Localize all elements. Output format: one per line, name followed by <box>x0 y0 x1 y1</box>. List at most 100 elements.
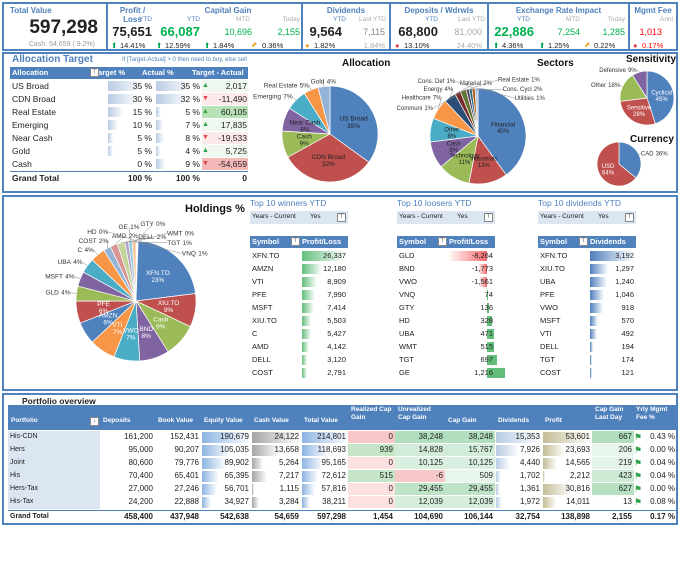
pie-label: GTY 0% <box>140 221 165 228</box>
table-title: Top 10 dividends YTD <box>538 198 622 208</box>
value: 1,046 <box>615 290 634 299</box>
pie-label-value: 4% <box>445 87 454 93</box>
flag-icon: ⚑ <box>634 445 643 455</box>
column-header[interactable]: Equity Value <box>204 417 243 424</box>
pie-label-value: 0% <box>99 229 109 236</box>
divider <box>628 2 630 51</box>
value: 3,120 <box>327 355 346 364</box>
value-bar <box>302 471 318 482</box>
sort-icon[interactable]: ⊤ <box>579 237 588 246</box>
pie-label-name: Cyclical <box>651 90 672 96</box>
table-cell: 80,600 <box>128 458 153 467</box>
pie-label-value: 1% <box>446 79 455 85</box>
filter-icon[interactable]: ⊤ <box>625 213 634 222</box>
flag-icon: ⚑ <box>634 458 643 468</box>
allocation-section <box>2 52 678 193</box>
column-header[interactable]: Dividends <box>590 237 626 246</box>
pct: 12.59% <box>165 41 191 50</box>
diff-cell-bg <box>202 80 248 92</box>
leader-line <box>74 276 81 280</box>
column-header[interactable]: Yrly Mgmt Fee % <box>636 406 668 421</box>
column-header[interactable]: Profit <box>545 417 562 424</box>
actual-pct: 7 % <box>185 120 200 130</box>
pie-label-value: 6% <box>99 308 109 315</box>
leader-line <box>82 262 88 266</box>
circle-icon: ● <box>305 41 310 50</box>
pie-label: CDN Broad 32% <box>312 154 346 168</box>
column-header[interactable]: Dividends <box>498 417 530 424</box>
filter-icon[interactable]: ⊤ <box>90 68 99 77</box>
column-header[interactable]: Book Value <box>158 417 194 424</box>
sort-icon[interactable]: ⊤ <box>438 237 447 246</box>
column-header[interactable]: Cash Value <box>254 417 289 424</box>
filter-icon[interactable]: ⊤ <box>484 213 493 222</box>
filter-icon[interactable]: ⊤ <box>337 213 346 222</box>
pie-label: WMT 0% <box>167 230 194 237</box>
pie-label-value: 4% <box>85 247 95 254</box>
table-cell: 667 <box>618 432 632 441</box>
row-label-bg <box>8 483 100 496</box>
target-pct: 10 % <box>132 120 152 130</box>
exchange-today: 1,285 <box>602 27 625 37</box>
column-header[interactable]: Cap Gain Last Day <box>595 406 624 421</box>
table-cell: 23,693 <box>565 445 590 454</box>
pie-label-value: 1% <box>183 240 193 247</box>
pie-label: VWO 7% <box>123 327 139 341</box>
table-cell: 0.08 % <box>650 497 675 506</box>
chart-title: Currency <box>630 134 674 145</box>
column-header[interactable]: Deposits <box>103 417 131 424</box>
column-header[interactable]: Symbol <box>252 237 280 246</box>
pie-label-value: 4% <box>61 290 71 297</box>
value-bar <box>496 471 502 482</box>
sort-icon[interactable]: ↓ <box>90 417 99 426</box>
table-cell: 29,455 <box>468 484 493 493</box>
column-header[interactable]: Total Value <box>304 417 338 424</box>
filter-value: Yes <box>457 213 468 220</box>
value-bar <box>590 277 608 287</box>
column-header[interactable]: Profit/Loss <box>449 237 489 246</box>
column-header[interactable]: Symbol <box>540 237 568 246</box>
divider <box>301 2 303 51</box>
column-header[interactable]: Unrealized Cap Gain <box>398 406 431 421</box>
column-header[interactable]: Realized Cap Gain <box>351 406 392 421</box>
value-bar <box>487 303 489 313</box>
pie-label: HD 0% <box>87 229 108 236</box>
column-header[interactable]: Portfolio <box>11 417 38 424</box>
value: 74 <box>484 290 493 299</box>
value-bar <box>590 368 592 378</box>
pie-label: AMZN 6% <box>99 312 118 326</box>
filter-box[interactable] <box>538 211 636 224</box>
value-bar <box>302 342 309 352</box>
filter-box[interactable] <box>250 211 348 224</box>
table-cell: 53,601 <box>565 432 590 441</box>
filter-box[interactable] <box>397 211 495 224</box>
sort-icon[interactable]: ⊤ <box>291 237 300 246</box>
target-pct: 0 % <box>137 159 152 169</box>
column-header[interactable]: Target - Actual <box>192 68 244 77</box>
pie-label: GE 1% <box>118 224 139 231</box>
divider <box>10 171 248 172</box>
pie-label: UBA 4% <box>58 259 83 266</box>
column-header[interactable]: Actual % <box>142 68 174 77</box>
leader-line <box>432 88 468 109</box>
kpi-title: Profit / Loss <box>119 6 146 24</box>
column-header[interactable]: Target % <box>94 68 126 77</box>
kpi-title: Total Value <box>10 6 52 15</box>
value: 121 <box>621 368 634 377</box>
cell-bg <box>395 457 445 469</box>
column-header[interactable]: Cap Gain <box>448 417 477 424</box>
column-header[interactable]: Symbol <box>399 237 427 246</box>
diff-value: -19,533 <box>218 133 247 143</box>
target-pct: 15 % <box>132 107 152 117</box>
flag-icon: ⚑ <box>634 471 643 481</box>
column-header[interactable]: Allocation <box>12 68 49 77</box>
value-bar <box>202 432 252 443</box>
symbol: DELL <box>252 355 271 364</box>
value-bar <box>496 458 510 469</box>
value: 1,297 <box>615 264 634 273</box>
pct: 0.17% <box>642 41 664 50</box>
value-bar <box>543 471 546 482</box>
total-actual: 100 % <box>175 173 200 183</box>
column-header[interactable]: Profit/Loss <box>302 237 342 246</box>
table-cell: 15,353 <box>515 432 540 441</box>
